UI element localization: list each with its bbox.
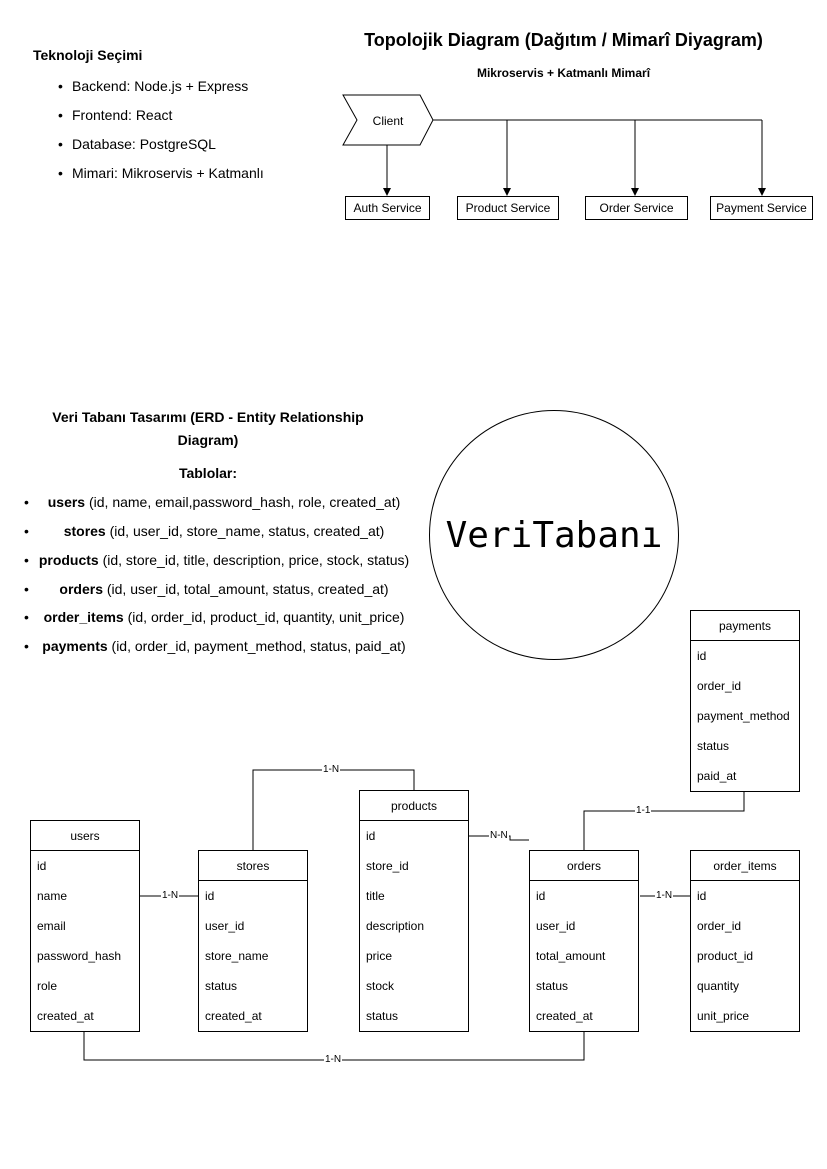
table-list-item: • order_items (id, order_id, product_id, … xyxy=(24,609,405,625)
table-list-item: • stores (id, user_id, store_name, status… xyxy=(24,523,385,539)
entity-field: role xyxy=(37,979,58,993)
entity-field: password_hash xyxy=(37,949,122,963)
entity-field: status xyxy=(205,979,238,993)
entity-products: products id store_id title description p… xyxy=(359,790,469,1032)
entity-field: unit_price xyxy=(697,1009,750,1023)
table-list-cols: (id, user_id, store_name, status, create… xyxy=(109,523,385,539)
relation-label-orders-order-items: 1-N xyxy=(655,890,674,902)
table-list-cols: (id, user_id, total_amount, status, crea… xyxy=(106,581,389,597)
table-list-name: stores xyxy=(63,523,106,539)
table-list-name: products xyxy=(38,552,99,568)
table-list-cols: (id, order_id, product_id, quantity, uni… xyxy=(127,609,405,625)
order-service-box: Order Service xyxy=(585,196,688,220)
tables-label: Tablolar: xyxy=(178,465,238,481)
entity-field: price xyxy=(366,949,393,963)
entity-field: stock xyxy=(366,979,395,993)
entity-field: id xyxy=(697,889,707,903)
client-label: Client xyxy=(372,114,404,128)
erd-title: Veri Tabanı Tasarımı (ERD - Entity Relat… xyxy=(10,406,406,452)
relation-label-orders-payments: 1-1 xyxy=(635,805,652,817)
table-list-name: orders xyxy=(59,581,103,597)
entity-field: total_amount xyxy=(536,949,606,963)
entity-field: id xyxy=(205,889,215,903)
entity-header: order_items xyxy=(691,851,799,881)
entity-field: id xyxy=(697,649,707,663)
entity-field: id xyxy=(37,859,47,873)
technology-item: Frontend: React xyxy=(58,107,264,136)
auth-service-box: Auth Service xyxy=(345,196,430,220)
technology-item: Mimari: Mikroservis + Katmanlı xyxy=(58,165,264,194)
entity-order-items: order_items id order_id product_id quant… xyxy=(690,850,800,1032)
relation-label-users-orders: 1-N xyxy=(324,1054,343,1066)
table-list-cols: (id, store_id, title, description, price… xyxy=(102,552,410,568)
entity-orders: orders id user_id total_amount status cr… xyxy=(529,850,639,1032)
table-list-name: payments xyxy=(42,638,108,654)
table-list-item: • products (id, store_id, title, descript… xyxy=(24,552,410,568)
entity-field: order_id xyxy=(697,919,742,933)
entity-field: status xyxy=(536,979,569,993)
entity-field: payment_method xyxy=(697,709,790,723)
entity-field: description xyxy=(366,919,425,933)
entity-field: status xyxy=(366,1009,399,1023)
relation-label-stores-products: 1-N xyxy=(322,764,341,776)
entity-field: user_id xyxy=(536,919,576,933)
entity-header: products xyxy=(360,791,468,821)
table-list-item: • users (id, name, email,password_hash, r… xyxy=(24,494,401,510)
entity-field: status xyxy=(697,739,730,753)
product-service-box: Product Service xyxy=(457,196,559,220)
technology-item: Backend: Node.js + Express xyxy=(58,78,264,107)
topology-subtitle: Mikroservis + Katmanlı Mimarî xyxy=(476,66,651,80)
entity-field: store_id xyxy=(366,859,409,873)
entity-field: id xyxy=(536,889,546,903)
entity-field: name xyxy=(37,889,68,903)
entity-field: store_name xyxy=(205,949,269,963)
database-circle: VeriTabanı xyxy=(429,410,679,660)
entity-field: created_at xyxy=(536,1009,593,1023)
entity-field: created_at xyxy=(37,1009,94,1023)
table-list-name: users xyxy=(47,494,86,510)
relation-label-products-orders: N-N xyxy=(489,830,509,842)
relation-label-users-stores: 1-N xyxy=(161,890,180,902)
entity-header: users xyxy=(31,821,139,851)
technology-list: Backend: Node.js + Express Frontend: Rea… xyxy=(58,78,264,194)
entity-header: orders xyxy=(530,851,638,881)
table-list-item: • orders (id, user_id, total_amount, stat… xyxy=(24,581,389,597)
client-node xyxy=(342,94,434,146)
payment-service-box: Payment Service xyxy=(710,196,813,220)
table-list-cols: (id, order_id, payment_method, status, p… xyxy=(111,638,406,654)
entity-field: id xyxy=(366,829,376,843)
entity-field: email xyxy=(37,919,66,933)
entity-header: stores xyxy=(199,851,307,881)
entity-field: order_id xyxy=(697,679,742,693)
topology-title: Topolojik Diagram (Dağıtım / Mimarî Diya… xyxy=(364,30,763,50)
entity-field: user_id xyxy=(205,919,245,933)
erd-title-line2: Diagram) xyxy=(177,432,239,448)
table-list-item: • payments (id, order_id, payment_method,… xyxy=(24,638,406,654)
entity-payments: payments id order_id payment_method stat… xyxy=(690,610,800,792)
entity-field: quantity xyxy=(697,979,740,993)
orders-payments-line xyxy=(583,791,745,850)
entity-header: payments xyxy=(691,611,799,641)
entity-field: product_id xyxy=(697,949,754,963)
entity-users: users id name email password_hash role c… xyxy=(30,820,140,1032)
entity-field: title xyxy=(366,889,385,903)
table-list-name: order_items xyxy=(43,609,124,625)
technology-title: Teknoloji Seçimi xyxy=(33,47,143,63)
erd-title-line1: Veri Tabanı Tasarımı (ERD - Entity Relat… xyxy=(52,409,364,425)
entity-stores: stores id user_id store_name status crea… xyxy=(198,850,308,1032)
table-list-cols: (id, name, email,password_hash, role, cr… xyxy=(88,494,401,510)
entity-field: created_at xyxy=(205,1009,262,1023)
entity-field: paid_at xyxy=(697,769,737,783)
technology-item: Database: PostgreSQL xyxy=(58,136,264,165)
